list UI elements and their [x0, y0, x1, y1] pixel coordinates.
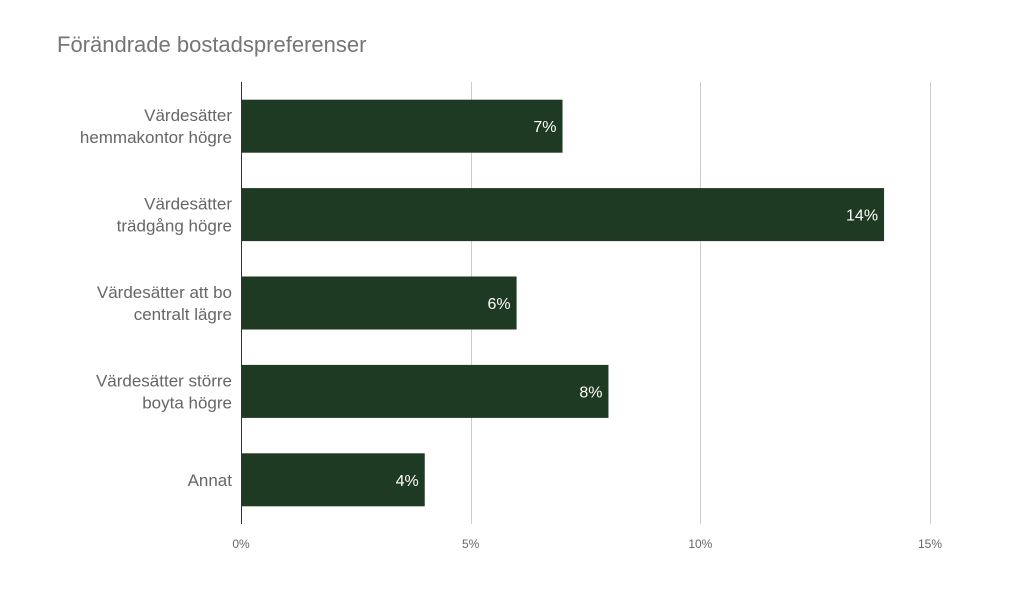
category-label-1-line-1: trädgång högre	[117, 217, 232, 236]
category-label-3-line-0: Värdesätter större	[96, 371, 232, 390]
category-label-2-line-0: Värdesätter att bo	[97, 283, 232, 302]
category-label-4: Annat	[188, 471, 233, 490]
category-label-1: Värdesätter trädgång högre	[117, 195, 233, 236]
category-label-3: Värdesätter större boyta högre	[96, 371, 232, 412]
x-tick-label-1: 5%	[462, 537, 480, 551]
category-label-2: Värdesätter att bo centralt lägre	[97, 283, 232, 324]
data-label-3: 8%	[579, 384, 602, 401]
data-labels: 7% 14% 6% 8% 4%	[396, 119, 878, 490]
category-label-4-line-0: Annat	[188, 471, 233, 490]
bar-2	[241, 276, 517, 330]
bar-4	[241, 453, 425, 507]
category-label-0-line-0: Värdesätter	[144, 106, 232, 125]
x-tick-label-2: 10%	[688, 537, 712, 551]
bar-3	[241, 364, 609, 418]
category-label-1-line-0: Värdesätter	[144, 195, 232, 214]
data-label-1: 14%	[846, 208, 878, 225]
x-tick-label-3: 15%	[918, 537, 942, 551]
category-labels: Värdesätter hemmakontor högre Värdesätter t…	[80, 106, 232, 490]
x-tick-label-0: 0%	[232, 537, 250, 551]
data-label-4: 4%	[396, 473, 419, 490]
category-label-0: Värdesätter hemmakontor högre	[80, 106, 232, 147]
data-label-0: 7%	[533, 119, 556, 136]
bar-0	[241, 99, 563, 153]
bar-1	[241, 188, 885, 242]
x-tick-labels: 0% 5% 10% 15%	[232, 537, 942, 551]
data-label-2: 6%	[487, 296, 510, 313]
category-label-0-line-1: hemmakontor högre	[80, 128, 232, 147]
bars	[241, 99, 885, 507]
category-label-2-line-1: centralt lägre	[134, 305, 232, 324]
chart-title: Förändrade bostadspreferenser	[57, 32, 367, 57]
category-label-3-line-1: boyta högre	[142, 393, 232, 412]
